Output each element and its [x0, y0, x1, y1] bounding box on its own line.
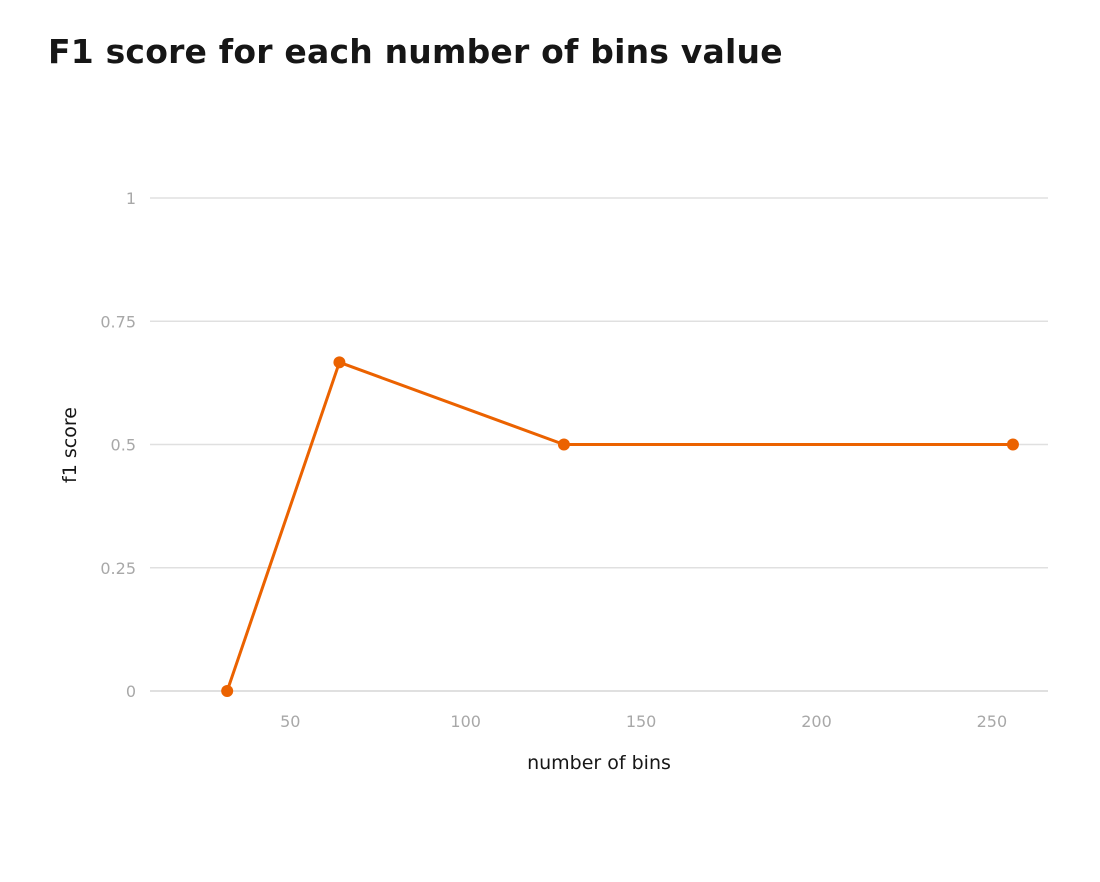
y-axis-title: f1 score: [59, 407, 81, 483]
chart-title: F1 score for each number of bins value: [48, 32, 783, 71]
series-layer: [221, 356, 1019, 697]
y-tick-label: 0.5: [111, 436, 136, 455]
data-point[interactable]: [333, 356, 346, 369]
data-point[interactable]: [1006, 438, 1019, 451]
y-axis-ticks: 0 0.25 0.5 0.75 1: [100, 189, 136, 701]
data-point[interactable]: [221, 685, 234, 697]
x-axis-ticks: 50 100 150 200 250: [280, 712, 1007, 731]
x-tick-label: 200: [801, 712, 832, 731]
y-tick-label: 0: [126, 682, 136, 701]
series-line: [225, 360, 1015, 693]
y-tick-label: 0.75: [100, 312, 136, 331]
x-tick-label: 100: [450, 712, 481, 731]
x-axis-title: number of bins: [527, 752, 671, 774]
y-tick-label: 1: [126, 189, 136, 208]
data-point[interactable]: [557, 438, 570, 451]
y-tick-label: 0.25: [100, 559, 136, 578]
x-tick-label: 50: [280, 712, 300, 731]
x-tick-label: 250: [977, 712, 1008, 731]
x-tick-label: 150: [626, 712, 657, 731]
